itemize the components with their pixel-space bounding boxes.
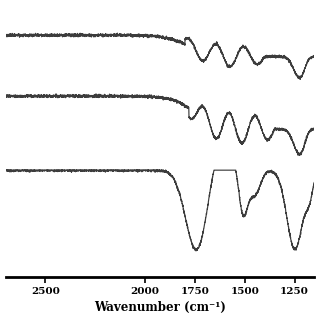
X-axis label: Wavenumber (cm⁻¹): Wavenumber (cm⁻¹) <box>94 301 226 315</box>
